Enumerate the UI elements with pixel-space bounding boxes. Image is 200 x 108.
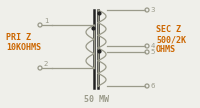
Text: 10KOHMS: 10KOHMS (6, 43, 41, 52)
Text: 2: 2 (44, 61, 48, 67)
Text: 1: 1 (44, 18, 48, 24)
Text: PRI Z: PRI Z (6, 33, 31, 43)
Text: 3: 3 (151, 7, 155, 13)
Text: OHMS: OHMS (156, 45, 176, 55)
Text: 500/2K: 500/2K (156, 36, 186, 44)
Text: 5: 5 (151, 49, 155, 55)
Text: 4: 4 (151, 43, 155, 49)
Text: 50 MW: 50 MW (84, 95, 108, 105)
Text: 6: 6 (151, 83, 155, 89)
Text: SEC Z: SEC Z (156, 25, 181, 34)
